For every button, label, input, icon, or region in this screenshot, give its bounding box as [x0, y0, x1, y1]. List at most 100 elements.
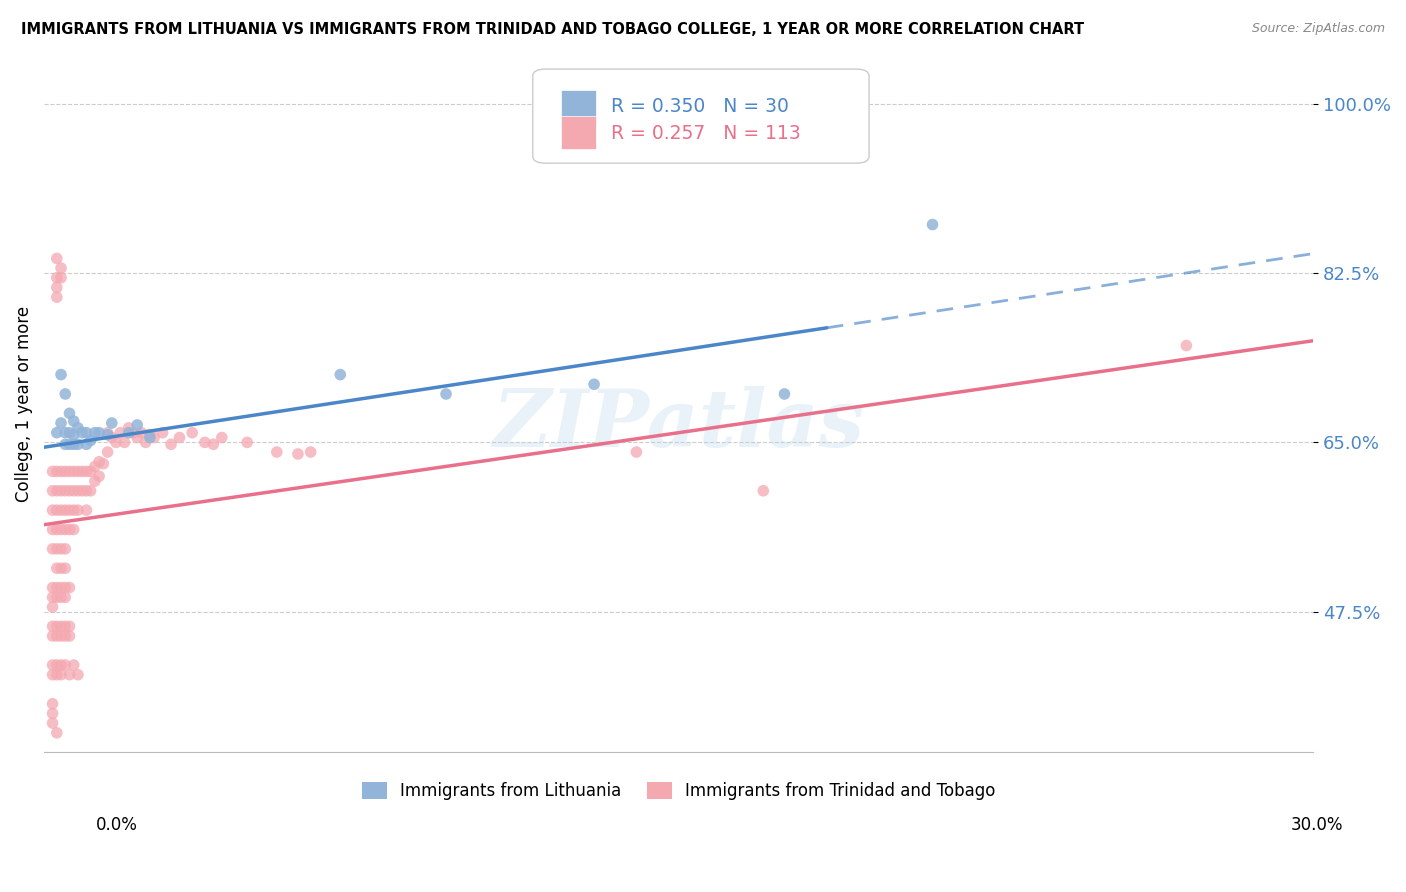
Point: [921, 218, 943, 232]
Text: R = 0.350   N = 30: R = 0.350 N = 30: [612, 97, 789, 116]
Point: [135, 435, 157, 450]
Point: [41, 503, 63, 517]
Point: [62, 483, 84, 498]
Point: [45, 658, 67, 673]
Point: [53, 561, 76, 575]
Point: [49, 629, 72, 643]
Point: [583, 377, 606, 392]
Point: [45, 667, 67, 681]
Text: IMMIGRANTS FROM LITHUANIA VS IMMIGRANTS FROM TRINIDAD AND TOBAGO COLLEGE, 1 YEAR: IMMIGRANTS FROM LITHUANIA VS IMMIGRANTS …: [21, 22, 1084, 37]
Point: [773, 387, 796, 401]
Point: [62, 437, 84, 451]
Point: [70, 483, 93, 498]
FancyBboxPatch shape: [533, 69, 869, 163]
Point: [75, 437, 97, 451]
Point: [49, 416, 72, 430]
Point: [53, 658, 76, 673]
Point: [45, 581, 67, 595]
Point: [97, 445, 120, 459]
Point: [45, 561, 67, 575]
Point: [66, 464, 89, 478]
Point: [202, 437, 225, 451]
Point: [53, 619, 76, 633]
Point: [53, 483, 76, 498]
Text: ZIPatlas: ZIPatlas: [492, 386, 865, 463]
Text: R = 0.257   N = 113: R = 0.257 N = 113: [612, 124, 801, 143]
Point: [49, 523, 72, 537]
Point: [139, 427, 162, 442]
Point: [49, 503, 72, 517]
Point: [45, 619, 67, 633]
Point: [266, 445, 288, 459]
Point: [41, 483, 63, 498]
Point: [79, 434, 101, 448]
Point: [45, 726, 67, 740]
Point: [75, 425, 97, 440]
Point: [75, 503, 97, 517]
Point: [53, 523, 76, 537]
Point: [49, 261, 72, 276]
Point: [58, 503, 80, 517]
Point: [62, 414, 84, 428]
Point: [329, 368, 352, 382]
Point: [75, 483, 97, 498]
Point: [752, 483, 775, 498]
FancyBboxPatch shape: [561, 90, 596, 123]
Point: [83, 459, 105, 474]
Point: [45, 280, 67, 294]
Point: [45, 425, 67, 440]
Point: [118, 425, 141, 440]
Point: [62, 658, 84, 673]
Point: [45, 464, 67, 478]
Point: [41, 599, 63, 614]
Point: [58, 619, 80, 633]
Point: [49, 619, 72, 633]
Point: [114, 435, 136, 450]
Point: [41, 658, 63, 673]
Point: [58, 581, 80, 595]
Point: [110, 425, 132, 440]
Point: [53, 541, 76, 556]
Point: [45, 523, 67, 537]
Point: [41, 541, 63, 556]
Point: [62, 464, 84, 478]
Point: [58, 667, 80, 681]
Point: [45, 503, 67, 517]
Point: [66, 421, 89, 435]
Point: [181, 425, 204, 440]
Point: [626, 445, 648, 459]
Point: [53, 387, 76, 401]
Point: [83, 474, 105, 488]
Point: [49, 591, 72, 605]
Point: [66, 483, 89, 498]
Point: [62, 503, 84, 517]
Point: [70, 464, 93, 478]
Point: [97, 427, 120, 442]
Point: [49, 561, 72, 575]
Point: [41, 591, 63, 605]
Point: [87, 425, 110, 440]
Point: [62, 427, 84, 442]
Point: [118, 421, 141, 435]
Point: [41, 667, 63, 681]
Point: [58, 425, 80, 440]
Point: [58, 437, 80, 451]
Point: [101, 416, 124, 430]
Point: [127, 431, 149, 445]
Point: [58, 406, 80, 420]
Point: [53, 581, 76, 595]
Point: [45, 541, 67, 556]
Point: [53, 629, 76, 643]
Point: [58, 464, 80, 478]
Point: [131, 425, 153, 440]
Point: [53, 503, 76, 517]
Point: [127, 417, 149, 432]
Point: [45, 483, 67, 498]
Point: [83, 425, 105, 440]
Point: [53, 591, 76, 605]
Point: [41, 619, 63, 633]
Point: [194, 435, 217, 450]
Point: [87, 455, 110, 469]
Point: [1175, 338, 1198, 352]
Point: [287, 447, 309, 461]
